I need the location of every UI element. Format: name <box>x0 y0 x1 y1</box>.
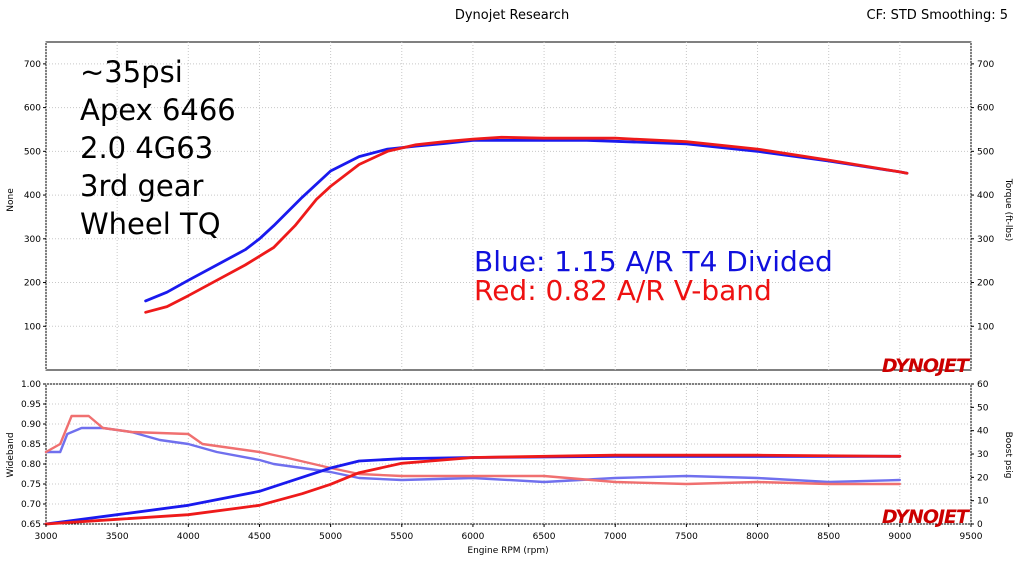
x-tick-3: 4500 <box>248 532 271 542</box>
note-engine: 2.0 4G63 <box>80 131 213 165</box>
top-right-tick-6: 700 <box>977 60 994 70</box>
header-title: Dynojet Research <box>455 8 569 23</box>
bot-right-tick-0: 0 <box>977 520 983 530</box>
x-tick-5: 5500 <box>390 532 413 542</box>
dynojet-logo-top: DYNOJET <box>882 355 971 377</box>
afr-boost-panel: 0.65 0.70 0.75 0.80 0.85 0.90 0.95 1.00 0 10 20 30 4… <box>21 380 989 542</box>
x-tick-7: 6500 <box>533 532 556 542</box>
bot-right-tick-3: 30 <box>977 450 989 460</box>
top-left-tick-0: 100 <box>24 322 41 332</box>
x-tick-6: 6000 <box>461 532 484 542</box>
note-measure: Wheel TQ <box>80 207 221 241</box>
bot-plot-frame <box>45 383 972 525</box>
top-left-tick-4: 500 <box>24 147 41 157</box>
x-tick-13: 9500 <box>960 532 983 542</box>
bot-right-tick-1: 10 <box>977 497 989 507</box>
top-right-tick-5: 600 <box>977 104 994 114</box>
note-gear: 3rd gear <box>80 169 204 203</box>
x-tick-11: 8500 <box>817 532 840 542</box>
bot-left-tick-3: 0.80 <box>21 460 41 470</box>
x-tick-10: 8000 <box>746 532 769 542</box>
bot-left-tick-5: 0.90 <box>21 420 41 430</box>
note-turbo: Apex 6466 <box>80 93 236 127</box>
bot-left-tick-2: 0.75 <box>21 480 41 490</box>
x-tick-9: 7500 <box>675 532 698 542</box>
bot-left-tick-1: 0.70 <box>21 500 41 510</box>
bot-series-1 <box>44 414 901 486</box>
bot-series-0 <box>44 426 901 484</box>
x-tick-0: 3000 <box>35 532 58 542</box>
x-tick-8: 7000 <box>604 532 627 542</box>
torque-panel: 100 200 300 400 500 600 700 100 200 300 400 500 600 7… <box>24 41 994 371</box>
legend-red: Red: 0.82 A/R V-band <box>474 274 772 307</box>
bottom-left-axis-label: Wideband <box>6 432 16 477</box>
dynojet-logo-bottom: DYNOJET <box>882 506 971 528</box>
x-tick-2: 4000 <box>177 532 200 542</box>
top-right-tick-1: 200 <box>977 279 994 289</box>
bot-left-tick-0: 0.65 <box>21 520 41 530</box>
top-plot-frame <box>45 41 972 371</box>
top-left-tick-5: 600 <box>24 104 41 114</box>
top-right-tick-0: 100 <box>977 322 994 332</box>
top-right-tick-3: 400 <box>977 191 994 201</box>
x-tick-1: 3500 <box>106 532 129 542</box>
top-right-axis-label: Torque (ft-lbs) <box>1003 178 1013 242</box>
top-right-tick-4: 500 <box>977 147 994 157</box>
top-left-axis-label: None <box>6 188 16 212</box>
bot-right-tick-6: 60 <box>977 380 989 390</box>
bot-right-tick-4: 40 <box>977 427 989 437</box>
x-tick-4: 5000 <box>319 532 342 542</box>
x-axis-label: Engine RPM (rpm) <box>467 546 548 556</box>
x-tick-12: 9000 <box>888 532 911 542</box>
bot-left-tick-6: 0.95 <box>21 400 41 410</box>
legend-blue: Blue: 1.15 A/R T4 Divided <box>474 245 833 278</box>
bot-left-tick-4: 0.85 <box>21 440 41 450</box>
bot-right-tick-5: 50 <box>977 403 989 413</box>
note-boost: ~35psi <box>80 55 183 89</box>
top-left-tick-2: 300 <box>24 235 41 245</box>
bot-series-3 <box>44 453 902 526</box>
top-left-tick-1: 200 <box>24 279 41 289</box>
top-right-tick-2: 300 <box>977 235 994 245</box>
top-left-tick-6: 700 <box>24 60 41 70</box>
header-settings: CF: STD Smoothing: 5 <box>867 8 1008 23</box>
bot-left-tick-7: 1.00 <box>21 380 41 390</box>
bottom-right-axis-label: Boost psig <box>1003 432 1013 479</box>
top-left-tick-3: 400 <box>24 191 41 201</box>
top-series-1 <box>144 135 909 314</box>
bot-right-tick-2: 20 <box>977 473 989 483</box>
